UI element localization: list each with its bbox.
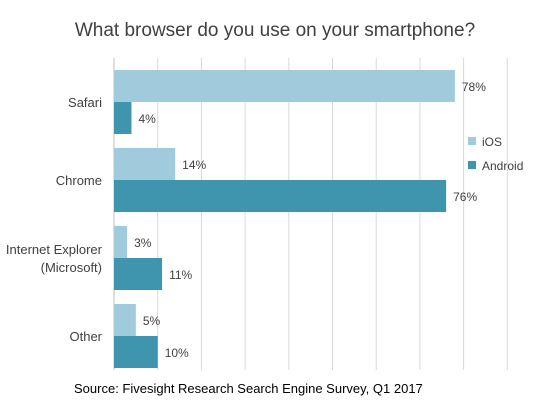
legend-label: Android: [482, 159, 523, 173]
data-label: 14%: [182, 158, 206, 172]
bar-android-2: [114, 258, 163, 290]
data-label: 76%: [453, 190, 477, 204]
chart-source: Source: Fivesight Research Search Engine…: [74, 381, 423, 396]
chart-title: What browser do you use on your smartpho…: [74, 20, 476, 41]
bar-ios-3: [114, 304, 136, 336]
data-label: 11%: [169, 268, 192, 282]
bar-android-0: [114, 102, 132, 134]
category-label: Internet Explorer: [6, 242, 103, 257]
data-label: 5%: [143, 314, 161, 328]
data-label: 10%: [165, 346, 189, 360]
bar-android-1: [114, 180, 447, 212]
category-label: Chrome: [56, 173, 102, 188]
bar-ios-0: [114, 70, 455, 102]
data-label: 4%: [138, 112, 156, 126]
legend-swatch: [468, 161, 476, 169]
legend-swatch: [468, 137, 476, 145]
bar-ios-2: [114, 226, 128, 258]
category-label: (Microsoft): [41, 260, 102, 275]
data-label: 3%: [134, 236, 152, 250]
bar-ios-1: [114, 148, 176, 180]
category-label: Other: [69, 329, 102, 344]
bar-android-3: [114, 336, 158, 368]
data-label: 78%: [462, 80, 486, 94]
legend-label: iOS: [482, 135, 502, 149]
category-label: Safari: [68, 95, 102, 110]
